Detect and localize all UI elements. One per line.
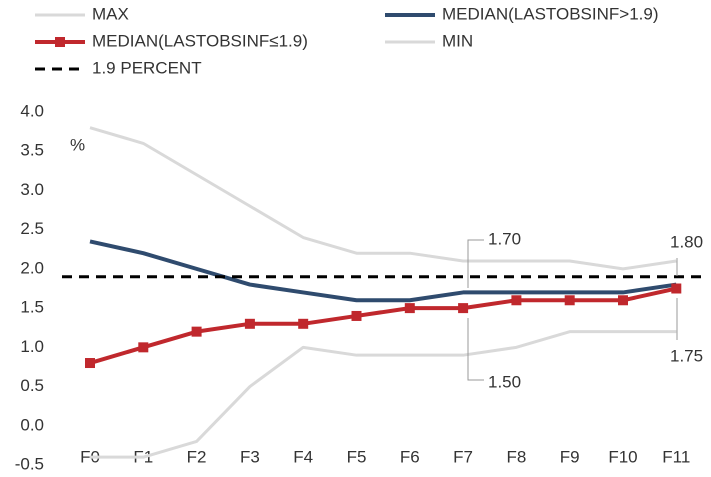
x-tick-label: F11 bbox=[662, 447, 690, 466]
y-unit-label: % bbox=[70, 135, 85, 154]
annotation: 1.75 bbox=[670, 346, 703, 365]
legend-label: MIN bbox=[442, 31, 473, 50]
x-tick-label: F7 bbox=[453, 447, 473, 466]
marker bbox=[618, 295, 628, 306]
marker bbox=[458, 303, 469, 314]
legend-label: MEDIAN(LASTOBSINF≤1.9) bbox=[92, 31, 308, 50]
y-tick-label: 1.5 bbox=[20, 298, 44, 317]
y-tick-label: 0.5 bbox=[20, 376, 44, 395]
marker bbox=[511, 295, 522, 306]
marker bbox=[351, 310, 362, 321]
legend-marker bbox=[55, 37, 65, 47]
marker bbox=[298, 318, 309, 329]
x-tick-label: F6 bbox=[400, 447, 420, 466]
marker bbox=[671, 283, 682, 294]
y-tick-label: 2.5 bbox=[20, 219, 44, 238]
marker bbox=[564, 295, 575, 306]
x-tick-label: F3 bbox=[240, 447, 260, 466]
marker bbox=[244, 318, 255, 329]
annotation: 1.50 bbox=[488, 372, 521, 391]
marker bbox=[138, 342, 149, 353]
marker bbox=[85, 358, 95, 369]
y-tick-label: 1.0 bbox=[20, 337, 44, 356]
x-tick-label: F2 bbox=[187, 447, 207, 466]
series-line bbox=[89, 126, 677, 271]
y-tick-label: 2.0 bbox=[20, 258, 44, 277]
legend-label: MAX bbox=[92, 4, 129, 23]
series-line bbox=[90, 330, 677, 459]
series-line bbox=[89, 239, 677, 303]
x-tick-label: F9 bbox=[560, 447, 580, 466]
annotation: 1.70 bbox=[488, 229, 521, 248]
marker bbox=[404, 303, 415, 314]
y-tick-label: 3.5 bbox=[20, 141, 44, 160]
legend-label: 1.9 PERCENT bbox=[92, 58, 202, 77]
annotation: 1.80 bbox=[670, 232, 703, 251]
y-tick-label: 3.0 bbox=[20, 180, 44, 199]
callout-line bbox=[467, 318, 484, 381]
legend-label: MEDIAN(LASTOBSINF>1.9) bbox=[442, 4, 659, 23]
x-tick-label: F4 bbox=[293, 447, 313, 466]
x-tick-label: F5 bbox=[347, 447, 367, 466]
marker bbox=[191, 326, 202, 337]
y-tick-label: 0.0 bbox=[20, 415, 44, 434]
y-tick-label: -0.5 bbox=[15, 454, 44, 473]
series-line bbox=[89, 286, 677, 365]
x-tick-label: F10 bbox=[608, 447, 637, 466]
y-tick-label: 4.0 bbox=[20, 101, 44, 120]
callout-line bbox=[467, 239, 484, 288]
x-tick-label: F8 bbox=[506, 447, 526, 466]
